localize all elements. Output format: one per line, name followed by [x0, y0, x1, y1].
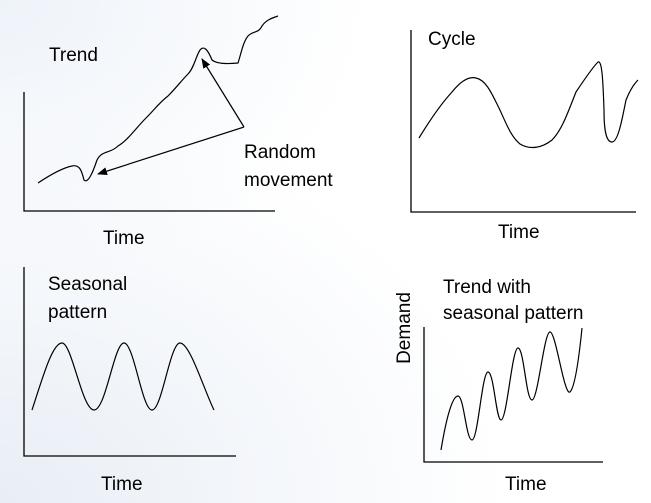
- seasonal-title-line1: Seasonal: [48, 274, 128, 295]
- trend-seasonal-curve: [440, 327, 583, 451]
- trend-seasonal-title-line1: Trend with: [443, 277, 531, 298]
- trend-seasonal-panel: [423, 327, 603, 463]
- cycle-title: Cycle: [428, 29, 476, 50]
- random-movement-label-line2: movement: [244, 170, 333, 191]
- cycle-xlabel: Time: [498, 222, 540, 243]
- trend-seasonal-title-line2: seasonal pattern: [443, 303, 584, 324]
- seasonal-xlabel: Time: [101, 474, 143, 495]
- seasonal-title-line2: pattern: [48, 302, 108, 323]
- demand-ylabel: Demand: [394, 292, 415, 364]
- seasonal-curve: [31, 342, 215, 411]
- seasonal-axes: [23, 267, 236, 457]
- trend-title: Trend: [49, 45, 98, 66]
- trend-seasonal-xlabel: Time: [505, 474, 547, 495]
- arrow-lower: [97, 126, 245, 176]
- cycle-axes: [410, 30, 636, 213]
- trend-axes: [23, 92, 275, 212]
- arrow-upper: [201, 58, 245, 128]
- trend-xlabel: Time: [103, 228, 145, 249]
- trend-curve: [37, 15, 279, 184]
- cycle-curve: [418, 61, 639, 149]
- trend-seasonal-axes: [423, 327, 603, 463]
- seasonal-panel: [23, 267, 236, 457]
- trend-panel: [23, 15, 279, 212]
- random-movement-label-line1: Random: [244, 142, 316, 163]
- cycle-panel: [410, 30, 639, 213]
